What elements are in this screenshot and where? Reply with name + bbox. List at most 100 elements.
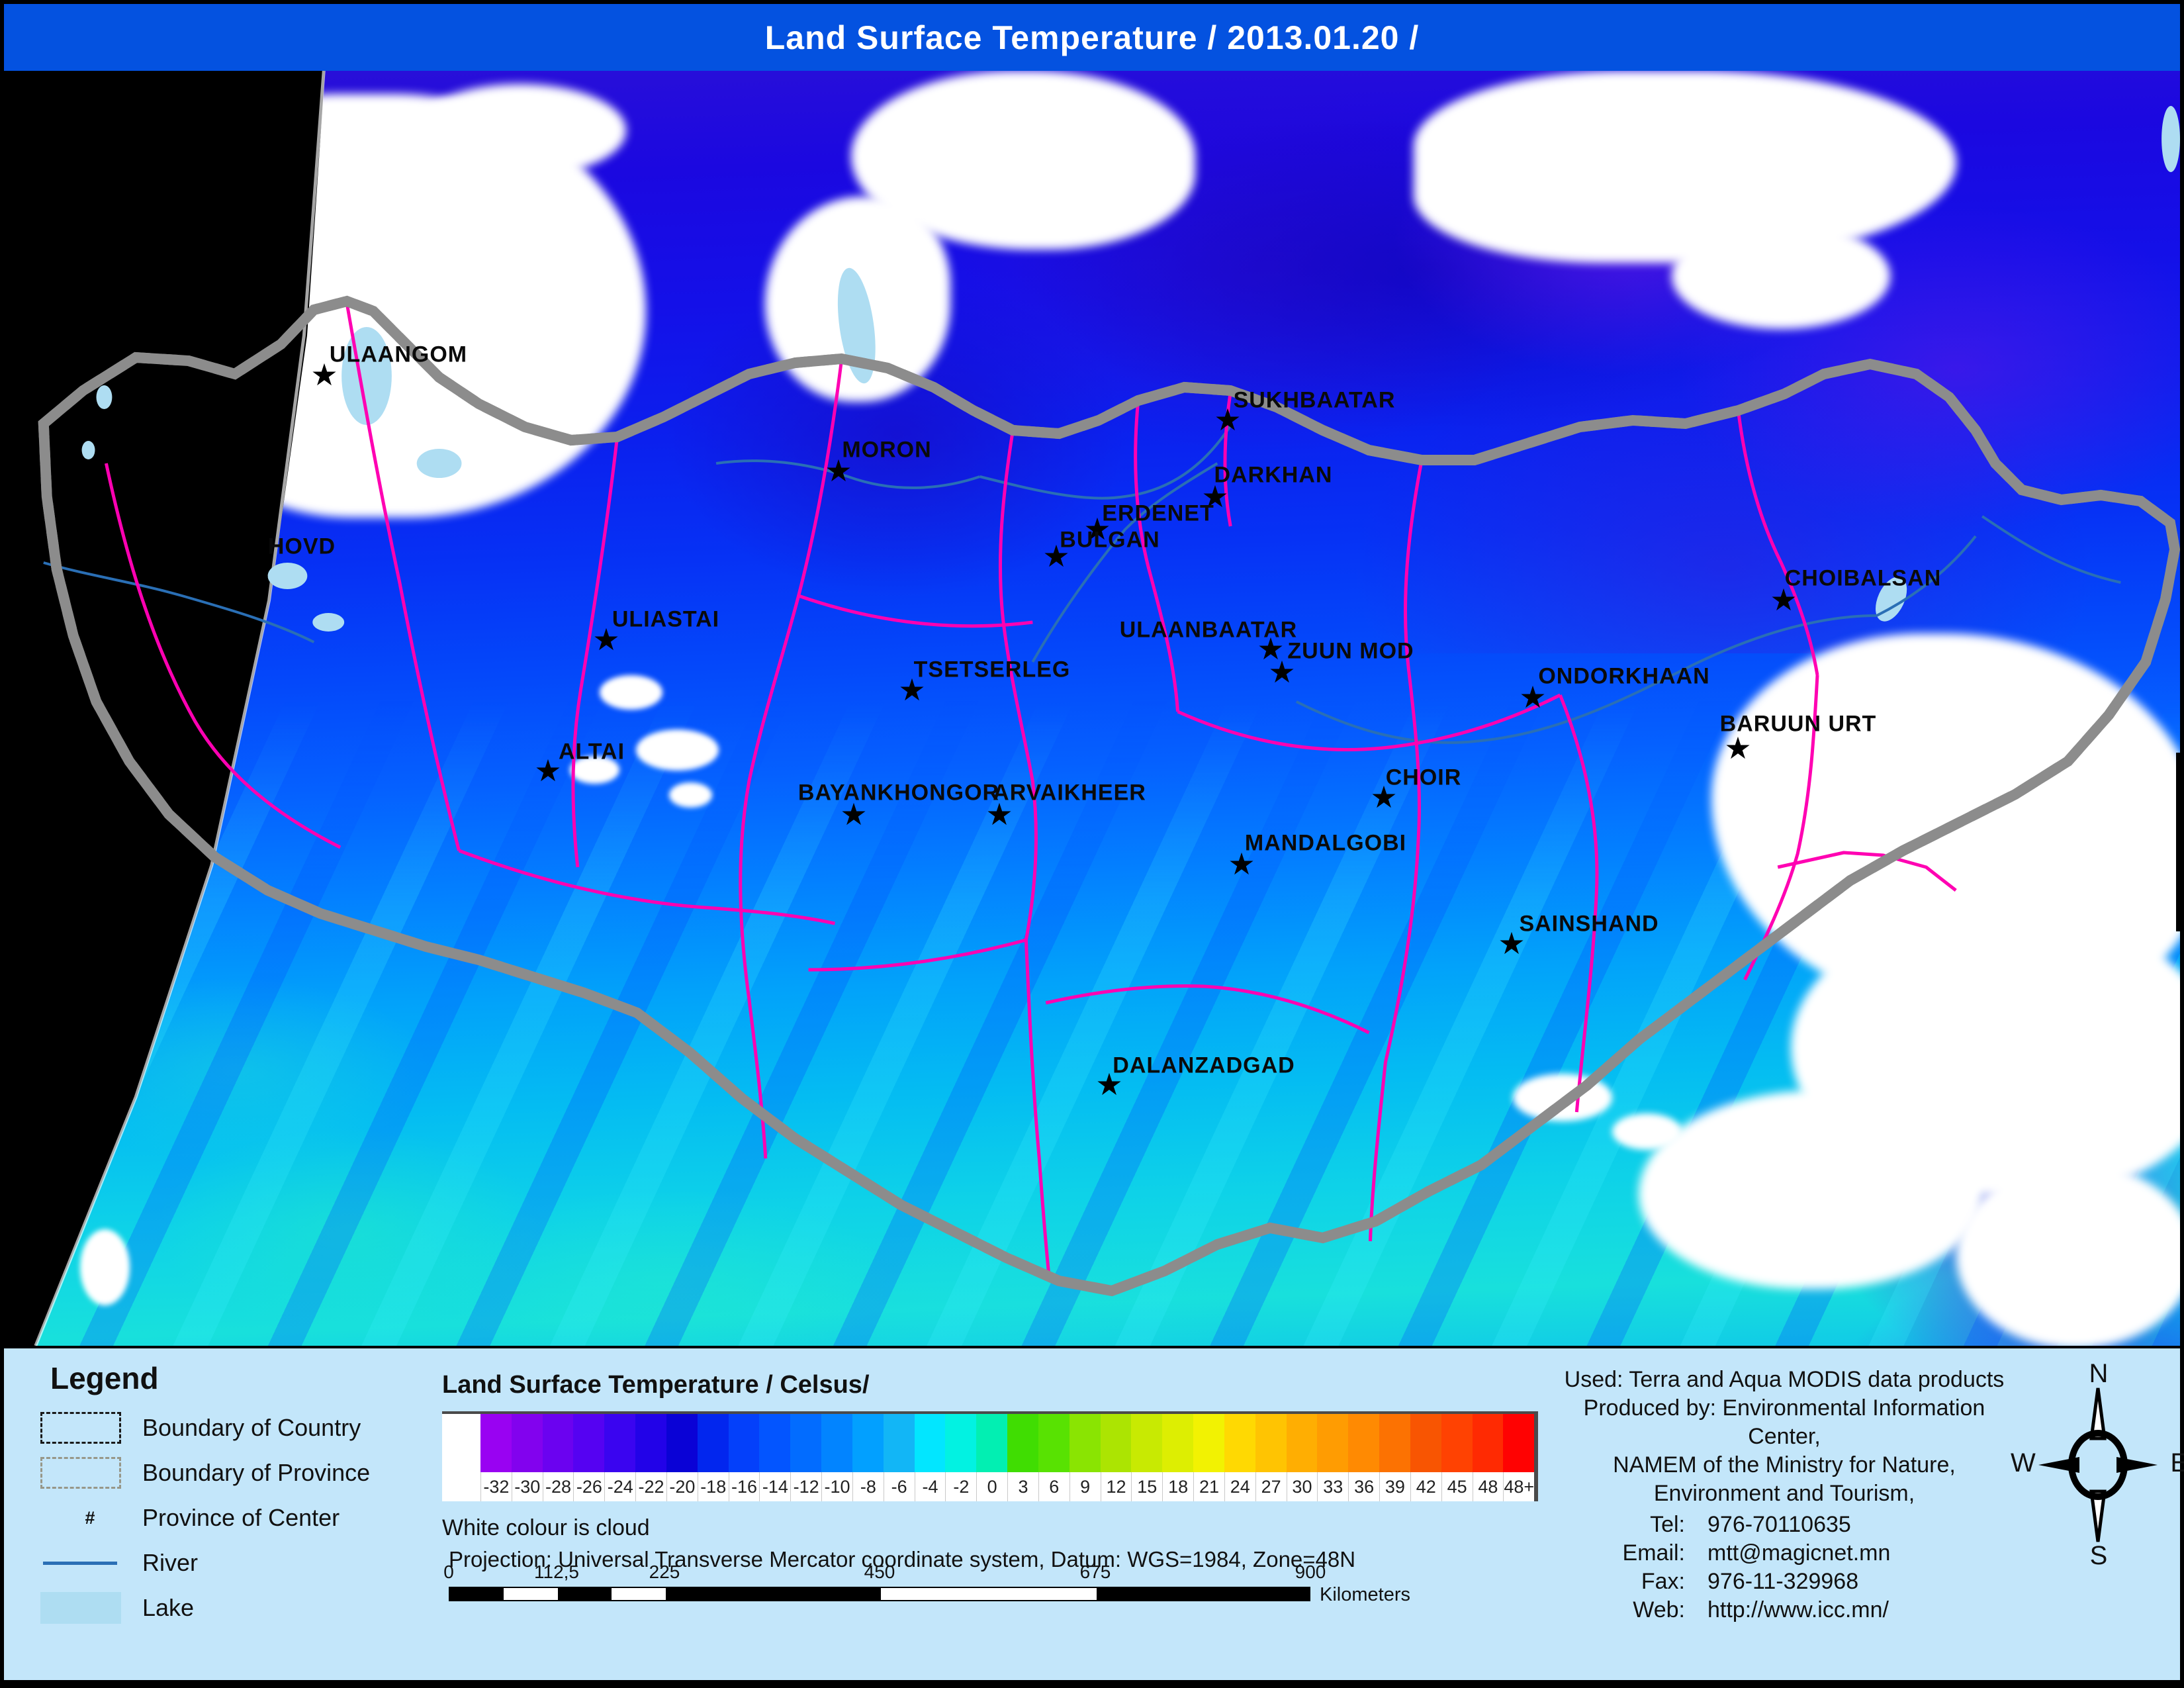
- city-label: CHOIBALSAN: [1784, 565, 1942, 591]
- city-label: SUKHBAATAR: [1233, 387, 1396, 413]
- colorbar-cell: [1410, 1414, 1441, 1472]
- cloud-region: [600, 675, 662, 710]
- credits-line: NAMEM of the Ministry for Nature,: [1613, 1452, 1956, 1477]
- contact-row: Fax: 976-11-329968: [1579, 1568, 1989, 1596]
- colorbar-tick-label: 21: [1193, 1472, 1224, 1501]
- colorbar-cell: [1162, 1414, 1194, 1472]
- city-label: ZUUN MOD: [1287, 638, 1414, 664]
- colorbar-tick-label: -28: [542, 1472, 574, 1501]
- cloud-region: [1414, 71, 1956, 263]
- colorbar-tick-label: 48+: [1503, 1472, 1534, 1501]
- cloud-region: [1639, 1090, 1983, 1289]
- colorbar-cell: [1317, 1414, 1349, 1472]
- scalebar-segment: [450, 1588, 504, 1600]
- colorbar-tick-label: -24: [604, 1472, 635, 1501]
- scalebar-tick: 900: [1295, 1562, 1326, 1582]
- city-star: ★: [1724, 730, 1752, 766]
- legend-item-label: Lake: [142, 1594, 195, 1621]
- scalebar-unit: Kilometers: [1320, 1584, 1410, 1605]
- lake-swatch: [40, 1592, 121, 1624]
- city-star: ★: [825, 453, 852, 489]
- city-star: ★: [1095, 1066, 1123, 1102]
- legend-rows: Boundary of Country Boundary of Province…: [40, 1411, 370, 1636]
- credits-block: Used: Terra and Aqua MODIS data products…: [1553, 1366, 2016, 1508]
- colorbar-cell: [1472, 1414, 1504, 1472]
- colorbar-cell: [511, 1414, 543, 1472]
- contact-row: Web: http://www.icc.mn/: [1579, 1596, 1989, 1624]
- legend-item-river: River: [40, 1546, 370, 1579]
- colorbar-tick-label: -32: [480, 1472, 512, 1501]
- colorbar-tick-label: 18: [1162, 1472, 1193, 1501]
- colorbar-tick-label: 30: [1286, 1472, 1318, 1501]
- colorbar-cell: [1255, 1414, 1287, 1472]
- city-star: ★: [1268, 654, 1296, 690]
- city-star: ★: [1770, 582, 1797, 618]
- city-star: ★: [1201, 479, 1229, 514]
- legend-heading: Legend: [50, 1361, 159, 1395]
- colorbar-cell: [945, 1414, 977, 1472]
- contact-label: Tel:: [1650, 1512, 1685, 1537]
- colorbar-cell: [480, 1414, 512, 1472]
- legend-item-label: Boundary of Province: [142, 1459, 371, 1486]
- colorbar-cell: [1131, 1414, 1163, 1472]
- scalebar-segment: [666, 1588, 881, 1600]
- colorbar-labels: -32 -30 -28 -26 -24 -22 -20 -18 -16 -14 -12 -10 -8 -6…: [442, 1472, 1534, 1501]
- contact-label: Email:: [1622, 1540, 1685, 1566]
- compass-south-label: S: [2089, 1541, 2108, 1570]
- scalebar-tick: 0: [443, 1562, 454, 1582]
- colorbar-tick-label: 48: [1472, 1472, 1504, 1501]
- country-boundary: [38, 295, 2180, 1297]
- temperature-map: ★ ULAANGOM ★ HOVD ★ MORON ★ SUKHBAATAR ★ DARKHAN ★…: [4, 71, 2180, 1346]
- cloud-note: White colour is cloud: [442, 1515, 650, 1540]
- colorbar-cell: [1503, 1414, 1535, 1472]
- city-star: ★: [1214, 402, 1242, 438]
- credits-line: Environment and Tourism,: [1653, 1481, 1915, 1506]
- colorbar-tick-label: 0: [976, 1472, 1007, 1501]
- colorbar-cell: [1100, 1414, 1132, 1472]
- city-star: ★: [1228, 846, 1255, 882]
- colorbar-cell: [976, 1414, 1008, 1472]
- city-star: ★: [247, 548, 275, 584]
- colorbar-cell: [697, 1414, 729, 1472]
- map-boundaries-overlay: [34, 71, 2180, 1346]
- scalebar-segment: [1097, 1588, 1309, 1600]
- colorbar-tick-label: -16: [728, 1472, 760, 1501]
- colorbar-cell: [1441, 1414, 1473, 1472]
- colorbar-title: Land Surface Temperature / Celsus/: [442, 1371, 870, 1399]
- colorbar-tick-label: 9: [1069, 1472, 1101, 1501]
- city-label: ULAANBAATAR: [1119, 617, 1298, 643]
- city-label: ARVAIKHEER: [993, 780, 1146, 806]
- city-star: ★: [840, 796, 868, 832]
- river-lines: [43, 422, 2121, 744]
- colorbar-tick-label: 33: [1317, 1472, 1348, 1501]
- colorbar-cell: [883, 1414, 915, 1472]
- colorbar-tick-label: 12: [1100, 1472, 1132, 1501]
- swath-edge: [34, 71, 326, 1346]
- contact-block: Tel: 976-70110635 Email: mtt@magicnet.mn…: [1579, 1511, 1989, 1624]
- scalebar-tick: 450: [864, 1562, 895, 1582]
- scalebar-tick: 112,5: [534, 1562, 579, 1582]
- colorbar-tick-label: -22: [635, 1472, 666, 1501]
- city-label: MORON: [842, 437, 932, 463]
- city-label: ALTAI: [558, 739, 625, 765]
- city-star: ★: [592, 622, 620, 657]
- scalebar-tick: 675: [1079, 1562, 1111, 1582]
- colorbar-cell: [1007, 1414, 1038, 1472]
- colorbar-cell: [1379, 1414, 1410, 1472]
- colorbar-tick-label: 24: [1224, 1472, 1255, 1501]
- city-label: MANDALGOBI: [1244, 830, 1407, 856]
- colorbar-cell: [1286, 1414, 1318, 1472]
- colorbar-tick-label: -12: [790, 1472, 821, 1501]
- city-star: ★: [310, 357, 338, 393]
- city-star: ★: [534, 753, 562, 788]
- colorbar-tick-label: 36: [1348, 1472, 1379, 1501]
- contact-value: mtt@magicnet.mn: [1707, 1540, 1891, 1566]
- city-star: ★: [1370, 779, 1398, 815]
- scalebar-segment: [612, 1588, 666, 1600]
- legend-item-lake: Lake: [40, 1591, 370, 1624]
- colorbar-tick-label: 6: [1038, 1472, 1069, 1501]
- colorbar-cells: [442, 1414, 1535, 1472]
- page-title: Land Surface Temperature / 2013.01.20 /: [764, 19, 1420, 56]
- colorbar-cell: [1069, 1414, 1101, 1472]
- city-star: ★: [985, 796, 1013, 832]
